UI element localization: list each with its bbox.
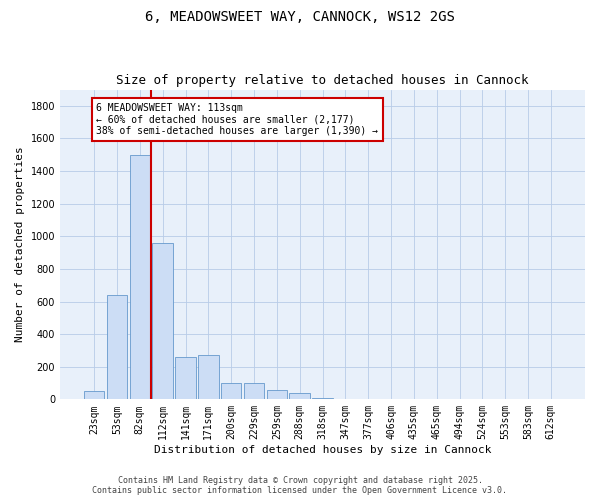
Title: Size of property relative to detached houses in Cannock: Size of property relative to detached ho… bbox=[116, 74, 529, 87]
Bar bbox=[289, 393, 310, 400]
Text: 6 MEADOWSWEET WAY: 113sqm
← 60% of detached houses are smaller (2,177)
38% of se: 6 MEADOWSWEET WAY: 113sqm ← 60% of detac… bbox=[97, 102, 379, 136]
Bar bbox=[84, 391, 104, 400]
Bar bbox=[107, 295, 127, 400]
Bar bbox=[244, 383, 264, 400]
Bar bbox=[266, 390, 287, 400]
Bar bbox=[198, 356, 218, 400]
Bar bbox=[312, 398, 333, 400]
X-axis label: Distribution of detached houses by size in Cannock: Distribution of detached houses by size … bbox=[154, 445, 491, 455]
Text: Contains HM Land Registry data © Crown copyright and database right 2025.
Contai: Contains HM Land Registry data © Crown c… bbox=[92, 476, 508, 495]
Bar bbox=[175, 357, 196, 400]
Bar bbox=[221, 383, 241, 400]
Bar bbox=[152, 243, 173, 400]
Y-axis label: Number of detached properties: Number of detached properties bbox=[15, 146, 25, 342]
Bar bbox=[130, 155, 150, 400]
Text: 6, MEADOWSWEET WAY, CANNOCK, WS12 2GS: 6, MEADOWSWEET WAY, CANNOCK, WS12 2GS bbox=[145, 10, 455, 24]
